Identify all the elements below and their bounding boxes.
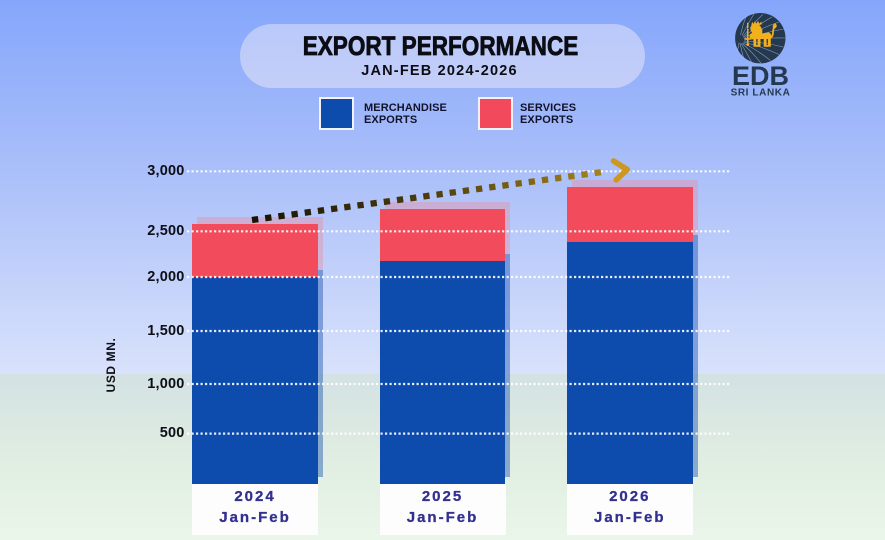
svg-text:EDB: EDB	[732, 61, 789, 91]
svg-text:SRI LANKA: SRI LANKA	[731, 87, 791, 98]
